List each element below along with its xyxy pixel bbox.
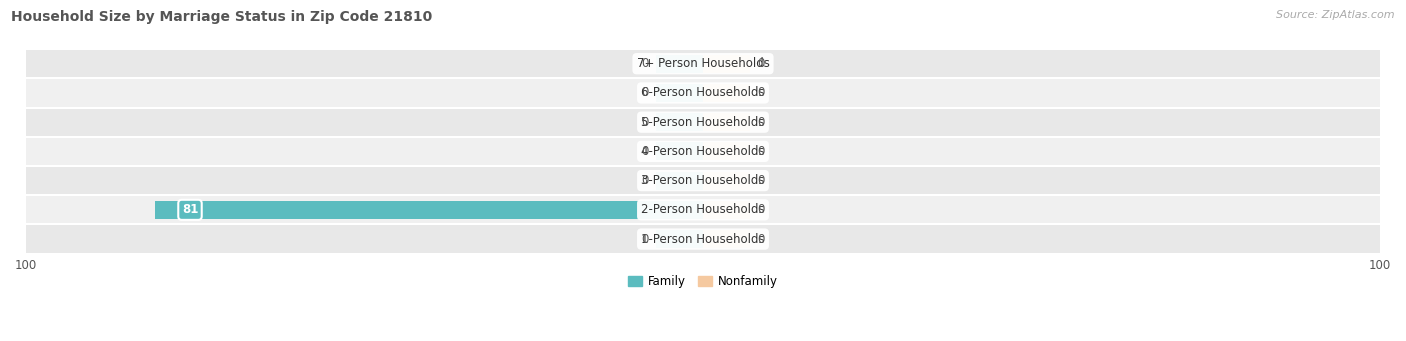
Legend: Family, Nonfamily: Family, Nonfamily [623, 270, 783, 293]
Bar [27, 49, 1379, 78]
Text: 0: 0 [758, 203, 765, 216]
Text: 0: 0 [641, 116, 648, 129]
Text: 0: 0 [641, 174, 648, 187]
Text: 3-Person Households: 3-Person Households [641, 174, 765, 187]
Bar [703, 142, 751, 161]
Text: 0: 0 [641, 57, 648, 70]
Bar [703, 201, 751, 219]
Text: Source: ZipAtlas.com: Source: ZipAtlas.com [1277, 10, 1395, 20]
Bar [655, 113, 703, 131]
Bar [27, 137, 1379, 166]
Text: 0: 0 [758, 116, 765, 129]
Text: Household Size by Marriage Status in Zip Code 21810: Household Size by Marriage Status in Zip… [11, 10, 433, 24]
Bar [27, 224, 1379, 254]
Bar [655, 55, 703, 73]
Bar [155, 201, 703, 219]
Text: 6-Person Households: 6-Person Households [641, 86, 765, 100]
Bar [703, 113, 751, 131]
Text: 1-Person Households: 1-Person Households [641, 233, 765, 246]
Bar [27, 166, 1379, 195]
Text: 0: 0 [758, 57, 765, 70]
Text: 5-Person Households: 5-Person Households [641, 116, 765, 129]
Bar [655, 142, 703, 161]
Text: 0: 0 [758, 86, 765, 100]
Bar [703, 84, 751, 102]
Text: 0: 0 [641, 233, 648, 246]
Text: 0: 0 [641, 145, 648, 158]
Text: 81: 81 [181, 203, 198, 216]
Bar [703, 172, 751, 190]
Text: 7+ Person Households: 7+ Person Households [637, 57, 769, 70]
Bar [27, 78, 1379, 107]
Bar [655, 230, 703, 248]
Bar [655, 84, 703, 102]
Text: 0: 0 [758, 174, 765, 187]
Bar [27, 107, 1379, 137]
Bar [27, 195, 1379, 224]
Bar [703, 55, 751, 73]
Text: 4-Person Households: 4-Person Households [641, 145, 765, 158]
Bar [655, 172, 703, 190]
Text: 2-Person Households: 2-Person Households [641, 203, 765, 216]
Text: 0: 0 [758, 233, 765, 246]
Text: 0: 0 [641, 86, 648, 100]
Bar [703, 230, 751, 248]
Text: 0: 0 [758, 145, 765, 158]
